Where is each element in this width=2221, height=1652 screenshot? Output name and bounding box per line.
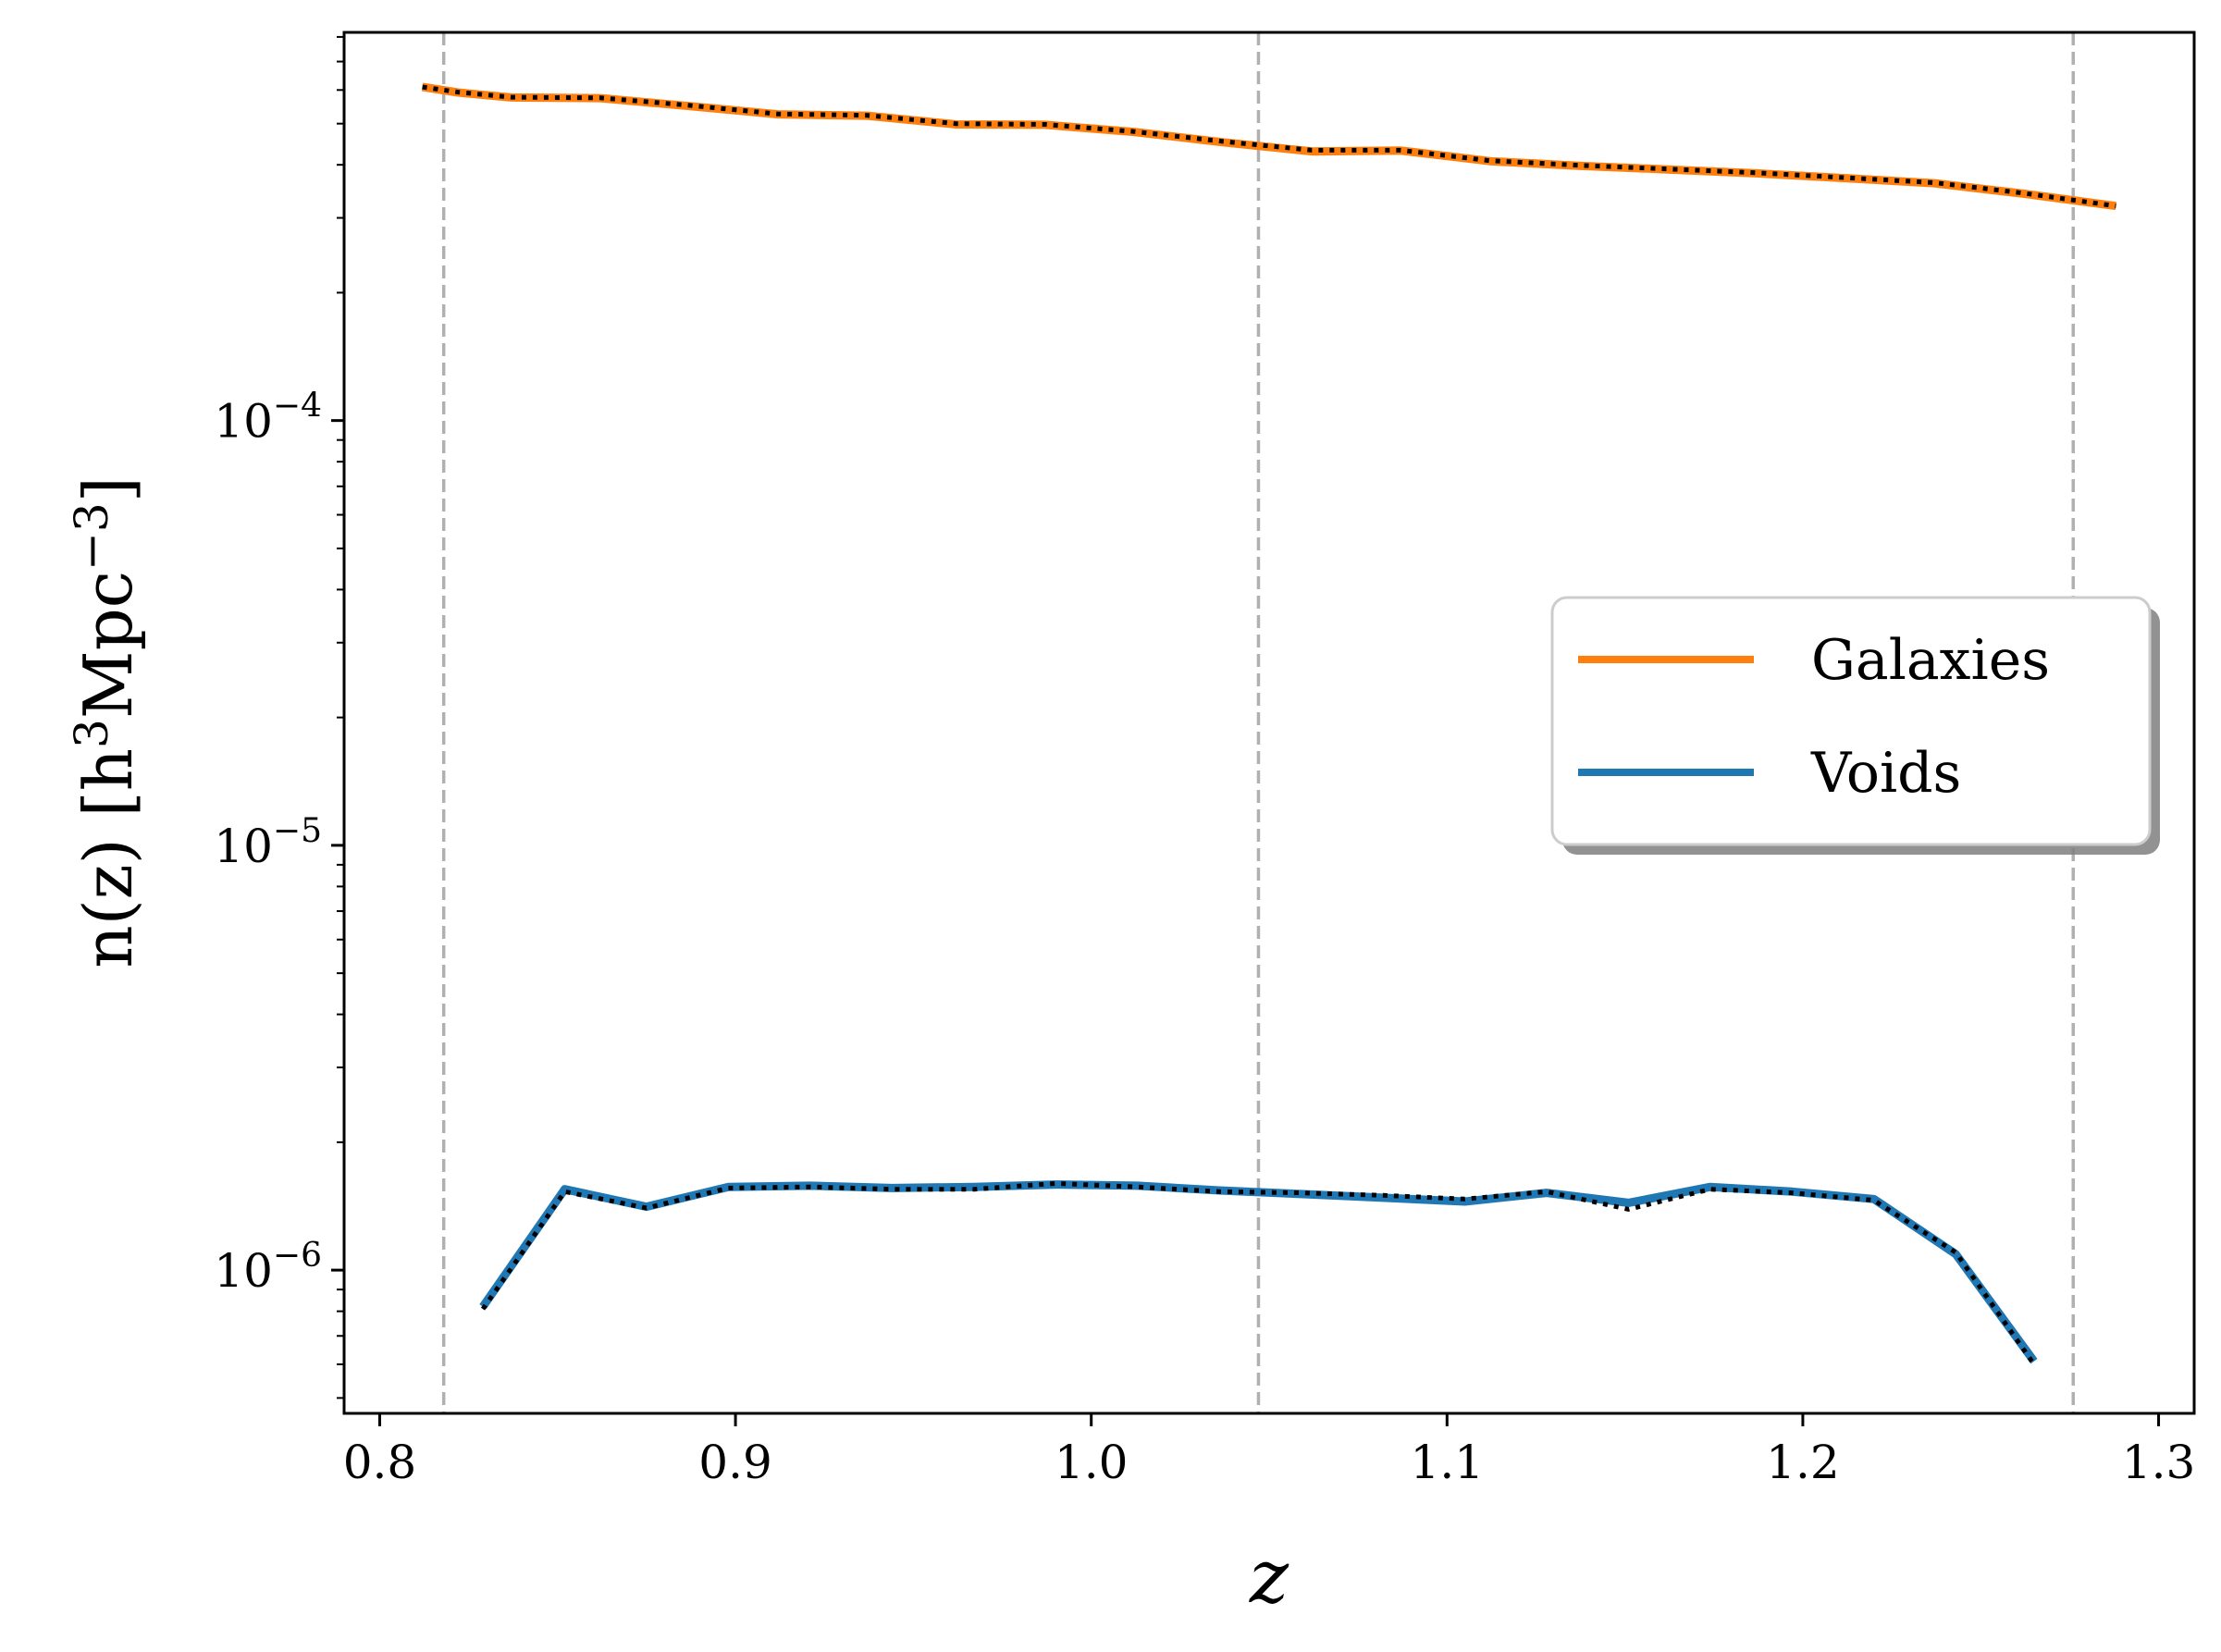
y-tick-label-base-1: 10 (214, 820, 273, 873)
series-line-reference-3 (480, 1180, 2036, 1366)
y-axis-label-suffix: ] (69, 476, 147, 502)
x-tick-label-2: 1.0 (1055, 1436, 1129, 1489)
y-tick-label-0: 10−6 (214, 1237, 322, 1298)
y-axis-label-sup2: −3 (65, 502, 118, 571)
legend-label-voids: Voids (1810, 741, 1961, 806)
y-tick-label-1: 10−5 (214, 812, 322, 873)
x-axis-ticks: 0.8 0.9 1.0 1.1 1.2 1.3 (343, 1413, 2196, 1489)
plot-frame (342, 31, 2196, 1415)
y-tick-label-base-0: 10 (214, 1244, 273, 1298)
series-layer (421, 82, 2116, 1366)
y-tick-label-exp-2: −4 (273, 388, 322, 425)
y-axis-label-sup1: 3 (65, 719, 118, 748)
y-tick-label-exp-0: −6 (273, 1237, 322, 1275)
x-tick-label-5: 1.3 (2122, 1436, 2196, 1489)
x-tick-label-0: 0.8 (343, 1436, 417, 1489)
legend-label-galaxies: Galaxies (1811, 628, 2050, 693)
y-tick-label-exp-1: −5 (273, 812, 322, 850)
y-axis-ticks: 10−610−510−4 (214, 35, 344, 1399)
y-axis-label-prefix: n(z) [h (69, 748, 147, 968)
y-tick-label-base-2: 10 (214, 395, 273, 449)
x-axis-label: z (1249, 1534, 1289, 1620)
legend: Galaxies Voids (1550, 596, 2160, 855)
x-tick-label-3: 1.1 (1411, 1436, 1485, 1489)
x-tick-label-4: 1.2 (1766, 1436, 1840, 1489)
series-line-reference-2 (422, 84, 2116, 209)
y-axis-label-mid: Mpc (69, 571, 147, 719)
y-axis-label: n(z) [h3Mpc−3] (65, 476, 147, 968)
x-tick-label-1: 0.9 (698, 1436, 772, 1489)
y-tick-label-2: 10−4 (214, 388, 322, 449)
